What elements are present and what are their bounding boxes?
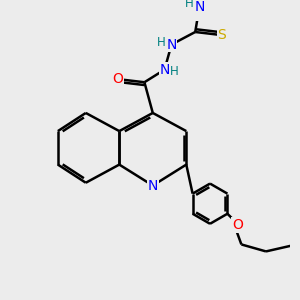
Text: O: O bbox=[112, 72, 123, 86]
Text: H: H bbox=[158, 36, 166, 49]
Text: H: H bbox=[185, 0, 194, 10]
Text: N: N bbox=[159, 63, 170, 77]
Text: S: S bbox=[218, 28, 226, 42]
Text: O: O bbox=[232, 218, 243, 232]
Text: H: H bbox=[170, 64, 179, 78]
Text: N: N bbox=[166, 38, 177, 52]
Text: N: N bbox=[148, 178, 158, 193]
Text: N: N bbox=[194, 0, 205, 14]
